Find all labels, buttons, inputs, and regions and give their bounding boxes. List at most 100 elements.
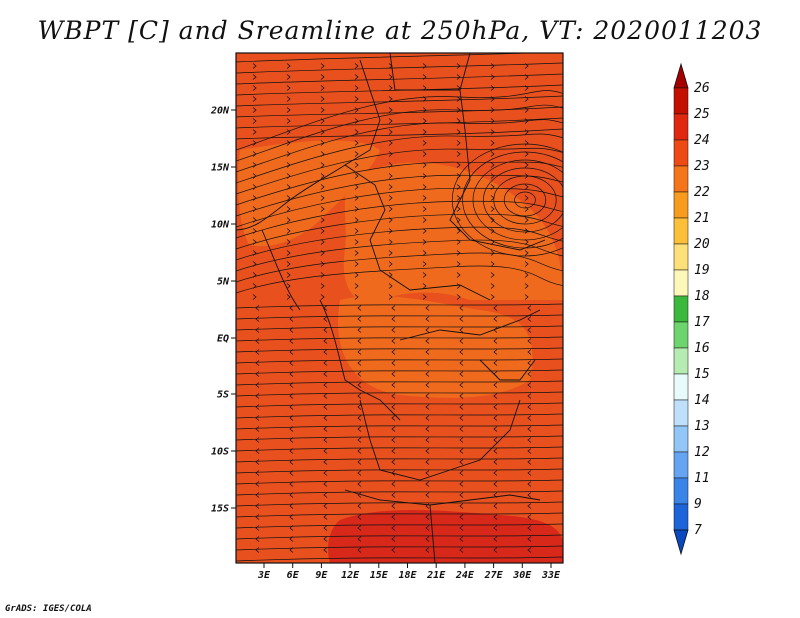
streamline-arrow — [422, 261, 427, 267]
colorbar-label: 22 — [694, 185, 710, 200]
streamline — [236, 314, 563, 320]
streamline-arrow — [524, 195, 529, 201]
streamline-arrow — [289, 547, 294, 553]
colorbar-segment — [673, 451, 689, 479]
border-line — [236, 59, 381, 231]
border-line — [261, 229, 301, 311]
colorbar-segment — [673, 373, 689, 401]
streamline — [236, 265, 563, 294]
streamline-arrow — [422, 162, 427, 168]
streamline-arrow — [422, 74, 427, 80]
streamline-arrow — [527, 393, 532, 399]
temperature-fill-warm-region — [343, 162, 563, 302]
streamline-arrow — [320, 195, 325, 201]
streamline-arrow — [425, 382, 430, 388]
lon-tick-label: 3E — [257, 570, 271, 581]
streamline-arrow — [425, 448, 430, 454]
streamline-arrow — [286, 272, 291, 278]
streamline-arrow — [459, 503, 464, 509]
colorbar-segment — [673, 165, 689, 193]
streamline-arrow — [255, 536, 260, 542]
colorbar-segment — [673, 399, 689, 427]
streamline-arrow — [289, 360, 294, 366]
lon-tick-label: 27E — [484, 570, 504, 581]
streamline-arrow — [456, 74, 461, 80]
streamline-arrow — [391, 492, 396, 498]
country-borders — [236, 53, 546, 563]
streamline-arrow — [391, 536, 396, 542]
streamline-arrow — [255, 547, 260, 553]
streamline-arrow — [354, 283, 359, 289]
colorbar-segment — [673, 87, 689, 115]
streamline-arrow — [388, 85, 393, 91]
lat-tick-label: 5N — [217, 277, 230, 288]
streamline-arrow — [459, 448, 464, 454]
streamline-swirl — [493, 175, 557, 225]
streamline-arrow — [490, 261, 495, 267]
streamline-arrow — [252, 294, 257, 300]
streamline — [236, 468, 563, 474]
streamline-arrow — [524, 74, 529, 80]
streamline-arrow — [527, 470, 532, 476]
streamline-arrow — [252, 261, 257, 267]
border-line — [479, 359, 536, 381]
streamline-arrow — [289, 415, 294, 421]
streamline-arrow — [255, 338, 260, 344]
streamline-arrow — [527, 382, 532, 388]
streamline-arrow — [524, 107, 529, 113]
streamline-arrow — [357, 415, 362, 421]
streamline-arrow — [527, 316, 532, 322]
streamline-arrow — [493, 382, 498, 388]
streamline — [236, 380, 563, 386]
streamline-arrow — [252, 96, 257, 102]
streamline-arrow — [388, 162, 393, 168]
streamline-arrow — [357, 338, 362, 344]
streamline-arrow — [459, 459, 464, 465]
streamline-arrow — [391, 393, 396, 399]
streamline-arrow — [524, 283, 529, 289]
streamline-arrow — [286, 107, 291, 113]
colorbar-segment — [673, 347, 689, 375]
streamline-arrow — [456, 261, 461, 267]
streamline-arrow — [524, 261, 529, 267]
streamline-arrow — [286, 250, 291, 256]
streamline-arrow — [459, 360, 464, 366]
streamline-arrow — [425, 393, 430, 399]
streamline-swirl — [451, 143, 563, 257]
streamline-arrow — [323, 525, 328, 531]
streamline-arrow — [354, 74, 359, 80]
streamline-arrow — [255, 415, 260, 421]
streamline-arrow — [459, 415, 464, 421]
colorbar-segment — [673, 321, 689, 349]
streamline-arrow — [391, 437, 396, 443]
lat-tick-label: 5S — [217, 390, 229, 401]
streamline-arrow — [459, 404, 464, 410]
streamline-arrow — [527, 349, 532, 355]
streamline-arrow — [527, 514, 532, 520]
streamline-arrow — [527, 360, 532, 366]
streamline-arrow — [459, 426, 464, 432]
streamline-arrow — [323, 360, 328, 366]
streamline-arrow — [388, 195, 393, 201]
streamline-arrow — [323, 327, 328, 333]
streamline-arrow — [493, 459, 498, 465]
streamline-arrow — [357, 360, 362, 366]
streamline-arrow — [388, 283, 393, 289]
streamline-arrow — [354, 140, 359, 146]
streamline-arrow — [320, 85, 325, 91]
lon-tick-label: 12E — [341, 570, 360, 581]
streamline-arrow — [323, 316, 328, 322]
lat-tick-label: 20N — [210, 106, 230, 117]
streamline-arrow — [357, 525, 362, 531]
streamline-arrow — [422, 217, 427, 223]
streamline-arrow — [320, 129, 325, 135]
colorbar-segment — [673, 113, 689, 141]
streamline-arrow — [425, 525, 430, 531]
streamline-arrow — [289, 470, 294, 476]
streamline — [236, 147, 563, 195]
streamline-arrow — [425, 536, 430, 542]
streamline-arrow — [252, 162, 257, 168]
streamline-arrow — [493, 481, 498, 487]
streamline-arrow — [320, 140, 325, 146]
longitude-axis: 3E 6E 9E 12E 15E 18E 21E 24E 27E 30E 33E — [257, 563, 561, 581]
